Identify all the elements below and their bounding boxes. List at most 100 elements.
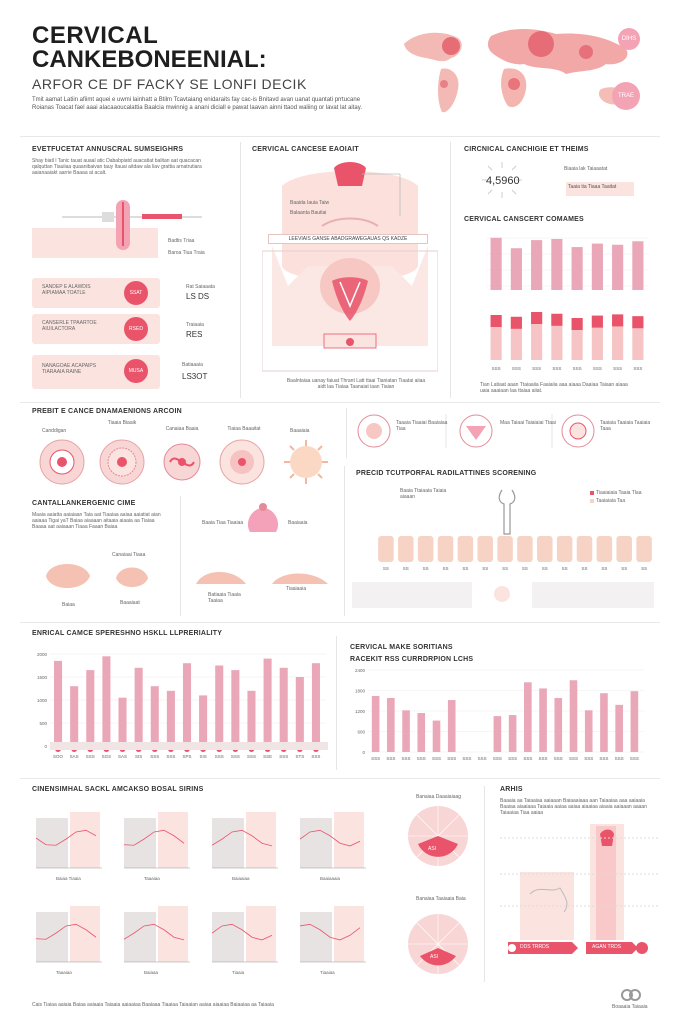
tick-label: SSS [247,754,256,759]
donut-chart-1 [408,806,468,866]
bar [510,248,522,290]
bar [591,243,603,290]
mini-line [123,923,185,941]
bar [215,665,224,746]
bar [86,670,95,746]
risk-row-2-stat: RES [186,330,203,339]
tick-label: SS [502,566,508,571]
mini-line [211,829,273,847]
bar [632,316,644,360]
bar [612,314,624,360]
bar [371,695,380,752]
anatomy-note: Baalntaiaa uanay faiuat Thrant Latt ttaa… [286,378,426,390]
risk-row-3-stat-label: Batiaaaia [182,362,203,368]
tick-label: SS [462,566,468,571]
tick-label: SSS [493,756,502,761]
bar [632,241,644,290]
y-tick-label: 500 [39,721,47,726]
bar-cap [612,314,624,327]
mini-label: Tiaaia [232,970,245,975]
cell-icon-2 [99,439,145,485]
mini-bg [300,818,332,868]
tick-label: SS [403,566,409,571]
divider [240,142,241,398]
speculum-icon [32,200,202,258]
bar [493,716,502,752]
mid-icon-1 [357,414,391,448]
bar-cap [531,312,543,324]
mini-label: Baiaa Tiaaia [56,876,81,881]
risk-row-1-label: SANDEP E ALAWDIS AIPIAMAA TOATLE [42,284,91,296]
risk-row-1-stat-label: Rat Saiaaata [186,284,215,290]
bar [199,695,208,746]
bar-cap [551,313,563,326]
bar [571,247,583,290]
tick-label: SSS [532,366,541,371]
divider [20,622,660,623]
bar [596,536,613,562]
tick-label: SSS [584,756,593,761]
logo-icon [621,989,641,1001]
bar [524,682,532,752]
right-big-number: 4,5960 [486,175,520,187]
y-tick-label: 600 [357,730,365,735]
tick-label: SSS [86,754,95,759]
cell-icon-1 [39,439,85,485]
bar [497,536,513,562]
tick-label: SSS [573,366,582,371]
bar [531,240,543,290]
mini-label: Tiaaiaa [320,970,335,975]
tick-label: SS [442,566,448,571]
lower-label-a: Canaiaai Tiaaa [112,552,146,558]
right-bar-chart-subtitle: RACEKIT RSS CURRDRPION LCHS [350,656,474,663]
divider [180,496,181,616]
left-bar-chart-title: ENRICAL CAMCE SPERESHNO HSKLL LLPRERIALI… [32,630,223,637]
y-tick-label: 1800 [355,689,366,694]
bar [432,720,441,752]
bar [378,536,394,562]
subtitle: ARFOR CE DF FACKY SE LONFI DECIK [32,76,307,92]
tick-label: SSS [231,754,240,759]
text-block [352,582,472,608]
left-panel-text: Shay biatl l Tanic tauat auaal atic Daba… [32,158,202,176]
map-badge-top: DIHS [618,28,640,50]
mini-charts: Baiaa Tiaaia Taaaiaa Baiaaiaa Baaiaaaia Taaa… [35,812,366,975]
anatomy-label-a: Baaida Iauia Taiw [290,200,330,206]
bar [537,536,553,562]
bar-cap [591,315,603,328]
tick-label: SSS [630,756,639,761]
screening-legend-1: Tiaaiaiaia Taaia Tlaa [596,490,642,496]
cell-label-2: Tiaaia Biaaik [107,420,137,426]
y-tick-label: 0 [44,744,47,749]
right-label-2: Taaia tia Tiaaa Taaitat [566,182,634,196]
cell-types-icons [39,439,328,485]
mini-label: Taaaiaa [144,876,160,881]
right-bar-chart-bottom: SSS SSS SSS SSS SSS SSS SSS SSS SSS SSS SSS SSS SSS S… [355,668,644,761]
tick-label: SSS [432,756,441,761]
title-line-2: CANKEBONEENIAL: [32,46,267,73]
tick-label: SPS [182,754,191,759]
mid-icon-2 [459,414,493,448]
tick-label: SSS [215,754,224,759]
right-bar-chart-title: CERVICAL MAKE SORITIANS [350,644,453,651]
arrow-badge-2: AGAN TRDS [592,944,622,950]
world-map-icon [404,29,628,113]
mini-bg [124,818,156,868]
organ-icons [46,564,148,588]
bar [417,713,426,752]
bar [517,536,533,562]
bar [295,677,304,746]
baseline-band [50,742,328,750]
legend-swatch-1 [590,491,594,495]
bar [508,715,517,752]
lower-label-c: Baaaiaat [120,600,140,606]
bar [447,700,456,752]
donut-1-title: Banaiaa Daaaiaiaag [416,794,462,800]
y-tick-label: 0 [362,750,365,755]
bar [556,536,573,562]
lower-left-title: CANTALLANKERGENIC CIME [32,500,136,507]
bar [263,658,272,746]
mini-line [35,923,97,940]
tick-label: SSS [569,756,578,761]
tick-label: SAS [70,754,79,759]
